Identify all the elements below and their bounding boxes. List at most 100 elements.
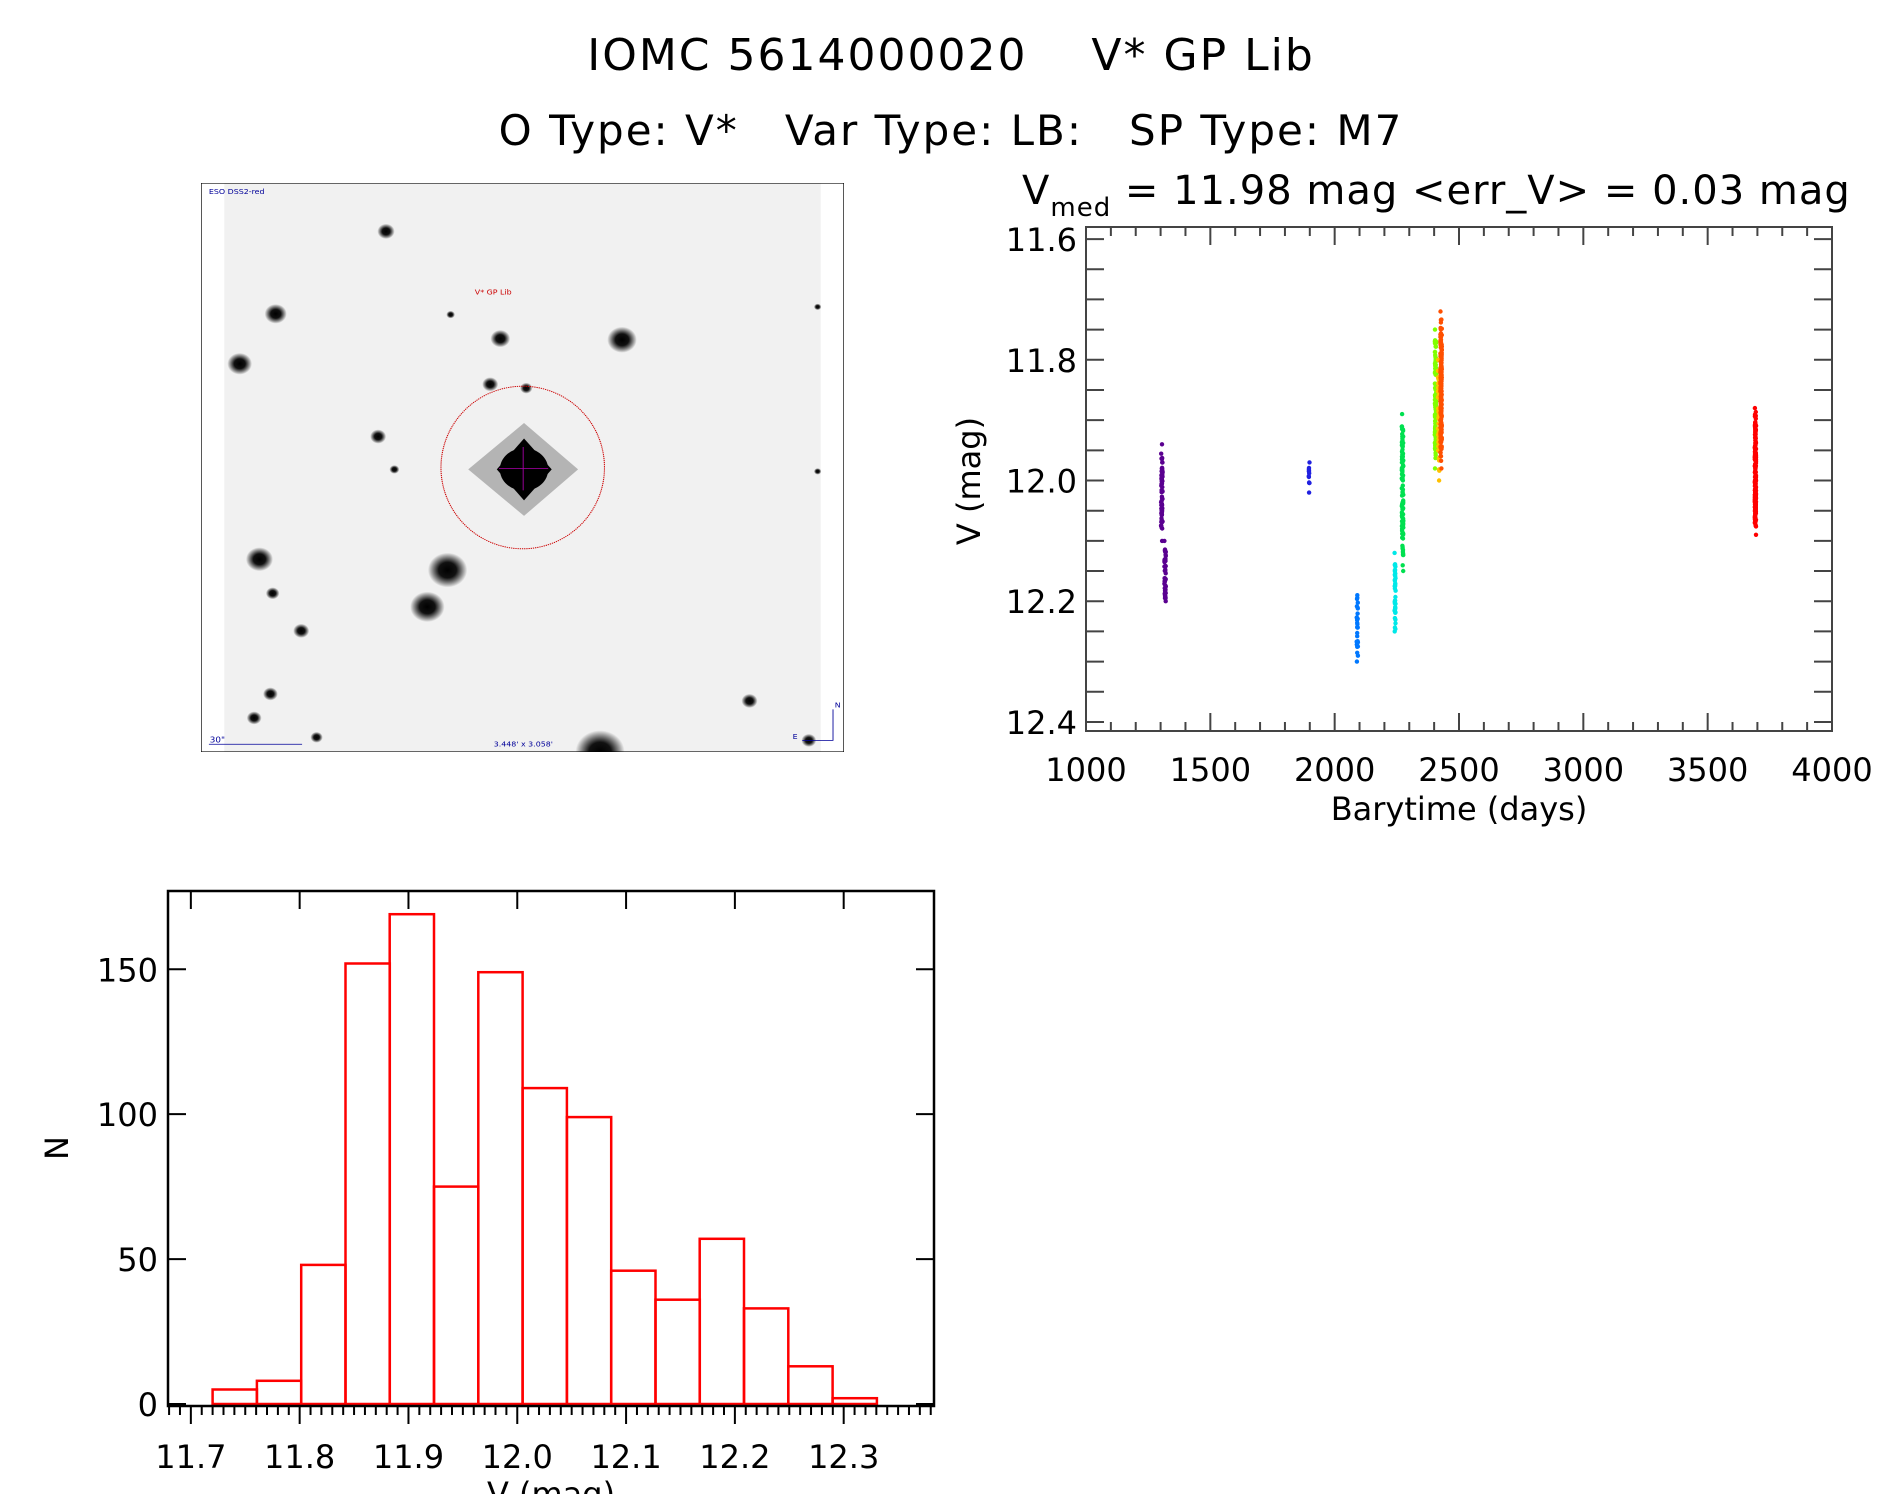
histogram-bar [565,1115,613,1406]
data-point [1439,317,1444,322]
x-tick-label: 12.2 [699,1438,770,1476]
y-tick-label: 12.0 [1006,463,1077,501]
data-point [1354,659,1360,664]
data-point [1159,489,1164,495]
data-point [1753,423,1758,428]
data-point [1392,550,1397,556]
data-point [1400,532,1406,537]
data-point [1355,634,1360,639]
y-tick-label: 0 [138,1386,158,1424]
data-point [1401,552,1406,558]
data-point [1439,347,1444,352]
data-point [1439,392,1444,397]
data-cluster [1432,327,1439,471]
data-point [1753,458,1758,463]
data-point [1393,626,1398,632]
data-point [1393,581,1398,586]
histogram-bar [388,912,436,1406]
star [265,587,280,600]
histogram-bar [211,1388,259,1406]
data-point [1432,412,1438,417]
data-point [1399,511,1405,516]
data-point [1401,506,1406,511]
lightcurve-title-rest: = 11.98 mag <err_V> = 0.03 mag [1111,168,1851,214]
data-point [1438,372,1443,378]
histogram-bar [609,1269,657,1406]
data-point [1432,466,1438,471]
plot-subtitle: O Type: V* Var Type: LB: SP Type: M7 [498,106,1404,155]
histogram-plot: 0 50 100 150 11.7 11.8 11.9 12.0 12.1 12.2 12.3 V (… [38,889,936,1494]
data-point [1162,559,1167,564]
data-point [1306,480,1312,485]
data-point [1752,517,1758,522]
x-tick-label: 4000 [1791,751,1872,789]
data-point [1400,451,1406,456]
data-point [1432,402,1438,408]
data-point [1159,506,1165,512]
data-cluster [1752,405,1759,537]
star [246,711,262,725]
data-point [1753,448,1758,453]
lightcurve-title-sub: med [1050,193,1112,223]
data-point [1160,496,1165,502]
data-point [1438,385,1444,390]
y-tick-label: 50 [117,1241,158,1279]
data-point [1399,526,1405,532]
data-point [1393,564,1398,569]
data-point [1401,518,1406,523]
data-point [1354,615,1360,620]
data-point [1159,502,1164,508]
data-point [1159,451,1164,456]
data-point [1400,522,1406,527]
star [813,468,822,475]
histogram-bar [521,1086,569,1406]
data-point [1401,498,1406,503]
star-field [227,223,822,752]
data-point [1753,463,1759,469]
data-point [1438,439,1444,445]
data-point [1399,476,1405,481]
data-point [1307,460,1312,465]
data-point [1433,421,1438,426]
data-point [1436,478,1442,483]
data-point [1753,426,1758,431]
histogram-bar [477,970,524,1406]
data-point [1753,505,1758,511]
data-point [1400,487,1406,492]
data-point [1439,445,1444,450]
x-tick-label: 3000 [1543,751,1624,789]
data-point [1438,351,1443,356]
data-point [1438,430,1444,435]
data-point [1400,483,1406,488]
data-point [1432,339,1438,344]
data-point [1753,532,1759,537]
histogram-bar [432,1185,480,1406]
data-point [1159,469,1164,474]
data-point [1753,511,1759,516]
star [575,730,625,752]
x-tick-label: 3500 [1667,751,1748,789]
data-point [1400,492,1405,497]
y-axis-label: V (mag) [950,417,988,545]
star [427,552,468,588]
data-point [1355,600,1361,605]
y-tick-label: 100 [97,1096,158,1134]
histogram-bar [698,1237,746,1406]
data-point [1162,538,1167,544]
data-point [1400,444,1405,449]
data-point [1438,388,1443,393]
star [264,304,287,324]
data-point [1400,468,1405,473]
data-point [1753,500,1758,505]
data-point [1160,460,1165,465]
data-point [1400,547,1406,553]
data-point [1355,653,1361,658]
y-tick-label: 150 [97,951,158,989]
compass-icon [802,709,834,741]
star [370,429,387,444]
data-cluster [1438,309,1445,471]
star [490,329,511,348]
data-point [1306,490,1312,495]
data-point [1354,639,1359,644]
x-tick-label: 12.1 [590,1438,661,1476]
